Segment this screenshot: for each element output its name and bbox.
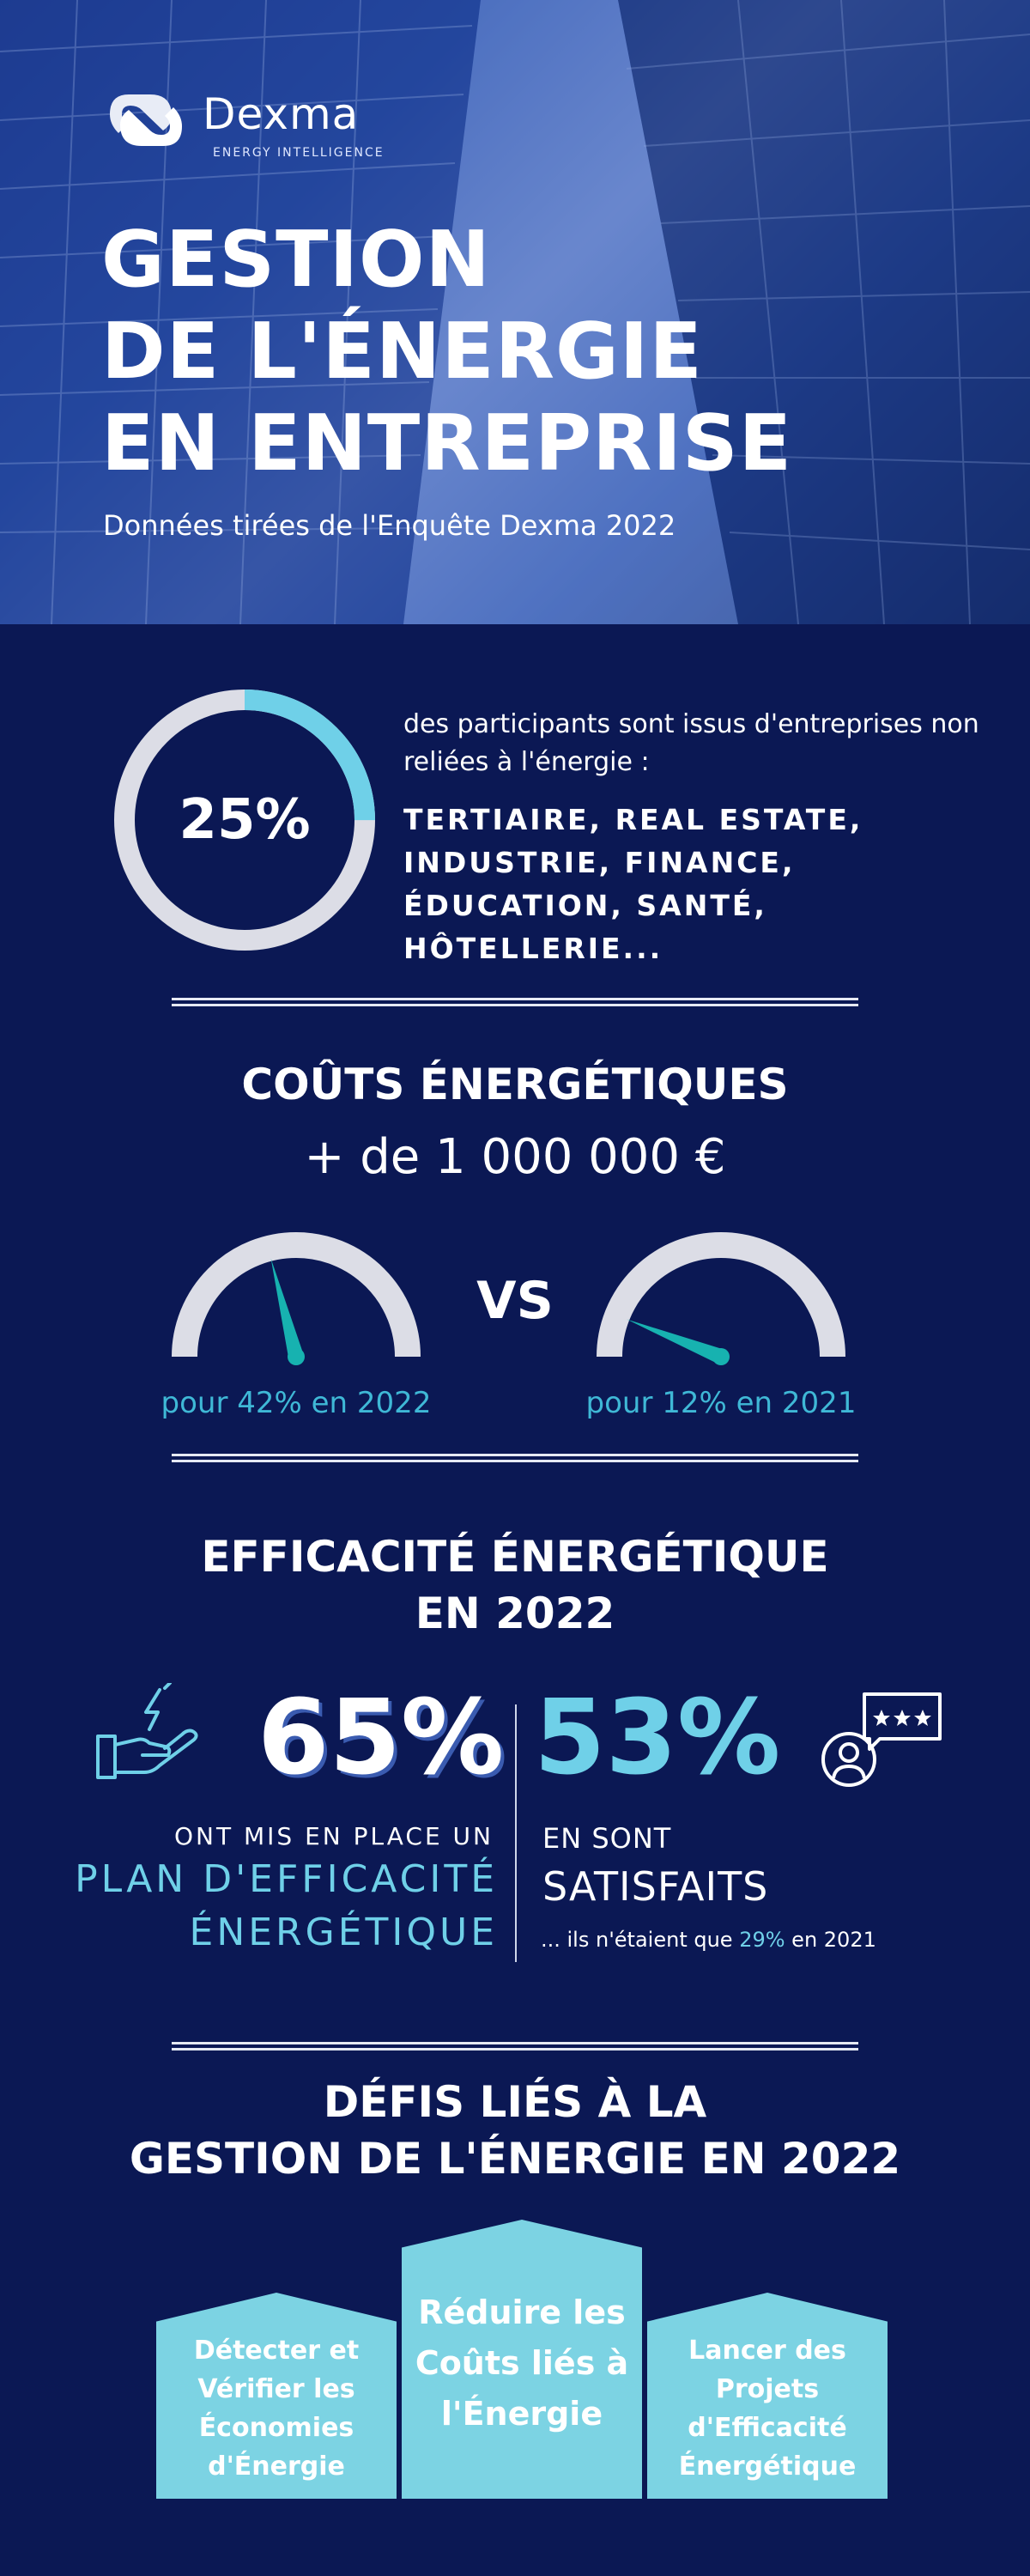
efficiency-plan-highlight-line-2: ÉNERGÉTIQUE bbox=[189, 1911, 498, 1954]
hero-title-line-3: EN ENTREPRISE bbox=[101, 398, 793, 489]
participants-donut-chart bbox=[114, 690, 375, 951]
participants-sectors: TERTIAIRE, REAL ESTATE, INDUSTRIE, FINAN… bbox=[403, 803, 863, 965]
user-review-stars-icon bbox=[821, 1692, 942, 1787]
gauge-2021-caption: pour 12% en 2021 bbox=[585, 1386, 857, 1420]
gauge-hub bbox=[712, 1348, 730, 1365]
challenge-label: Lancer des Projets d'Efficacité Énergéti… bbox=[678, 2336, 857, 2482]
efficiency-plan-caption: ONT MIS EN PLACE UN bbox=[174, 1822, 494, 1850]
challenge-label: Réduire les Coûts liés à l'Énergie bbox=[415, 2293, 629, 2433]
hero-title-line-1: GESTION bbox=[101, 215, 491, 305]
costs-title: COÛTS ÉNERGÉTIQUES bbox=[241, 1060, 789, 1109]
efficiency-satisfied-caption-1: EN SONT bbox=[542, 1822, 672, 1855]
donut-value-arc bbox=[114, 690, 375, 951]
costs-amount: + de 1 000 000 € bbox=[304, 1129, 726, 1185]
hero-title-line-2: DE L'ÉNERGIE bbox=[101, 307, 703, 397]
efficiency-plan-highlight: PLAN D'EFFICACITÉ ÉNERGÉTIQUE bbox=[34, 1853, 498, 1959]
note-suffix: en 2021 bbox=[785, 1928, 876, 1952]
hand-lightning-icon bbox=[96, 1683, 198, 1779]
hero-subtitle: Données tirées de l'Enquête Dexma 2022 bbox=[103, 509, 676, 542]
challenge-reduce-costs: Réduire les Coûts liés à l'Énergie bbox=[402, 2220, 642, 2499]
skyscrapers-background-image bbox=[0, 0, 1030, 624]
efficiency-title-line-1: EFFICACITÉ ÉNERGÉTIQUE bbox=[201, 1532, 829, 1582]
efficiency-2021-note: ... ils n'étaient que 29% en 2021 bbox=[541, 1928, 876, 1952]
dexma-logo-icon bbox=[110, 94, 182, 146]
gauge-track bbox=[172, 1232, 421, 1358]
challenges-title-line-1: DÉFIS LIÉS À LA bbox=[323, 2077, 707, 2127]
participants-description: des participants sont issus d'entreprise… bbox=[403, 709, 979, 777]
gauge-hub bbox=[288, 1348, 305, 1365]
efficiency-satisfied-percent: 53% bbox=[534, 1679, 781, 1798]
section-divider bbox=[172, 1454, 858, 1462]
efficiency-divider bbox=[515, 1704, 517, 1962]
versus-label: VS bbox=[476, 1271, 554, 1331]
brand-tagline: ENERGY INTELLIGENCE bbox=[213, 146, 385, 160]
note-prefix: ... ils n'étaient que bbox=[541, 1928, 740, 1952]
efficiency-plan-percent: 65% bbox=[258, 1679, 505, 1798]
gauge-needle bbox=[270, 1258, 304, 1359]
gauge-2021 bbox=[597, 1232, 845, 1365]
challenge-launch-projects: Lancer des Projets d'Efficacité Énergéti… bbox=[647, 2293, 888, 2499]
challenge-detect-savings: Détecter et Vérifier les Économies d'Éne… bbox=[156, 2293, 397, 2499]
challenge-label: Détecter et Vérifier les Économies d'Éne… bbox=[193, 2336, 360, 2482]
gauge-2022 bbox=[172, 1232, 421, 1365]
brand-name: Dexma bbox=[203, 89, 360, 139]
efficiency-plan-highlight-line-1: PLAN D'EFFICACITÉ bbox=[75, 1857, 498, 1901]
hero-banner: Dexma ENERGY INTELLIGENCE GESTION DE L'É… bbox=[0, 0, 1030, 624]
gauge-2022-caption: pour 42% en 2022 bbox=[161, 1386, 432, 1420]
section-divider bbox=[172, 2042, 858, 2050]
gauge-needle bbox=[627, 1319, 724, 1364]
section-divider bbox=[172, 998, 858, 1006]
note-highlight: 29% bbox=[739, 1928, 785, 1952]
challenges-title-line-2: GESTION DE L'ÉNERGIE EN 2022 bbox=[129, 2134, 901, 2184]
efficiency-title-line-2: EN 2022 bbox=[415, 1589, 615, 1638]
efficiency-satisfied-caption-2: SATISFAITS bbox=[542, 1863, 769, 1910]
participants-percent: 25% bbox=[179, 788, 311, 852]
gauge-track bbox=[597, 1232, 845, 1358]
